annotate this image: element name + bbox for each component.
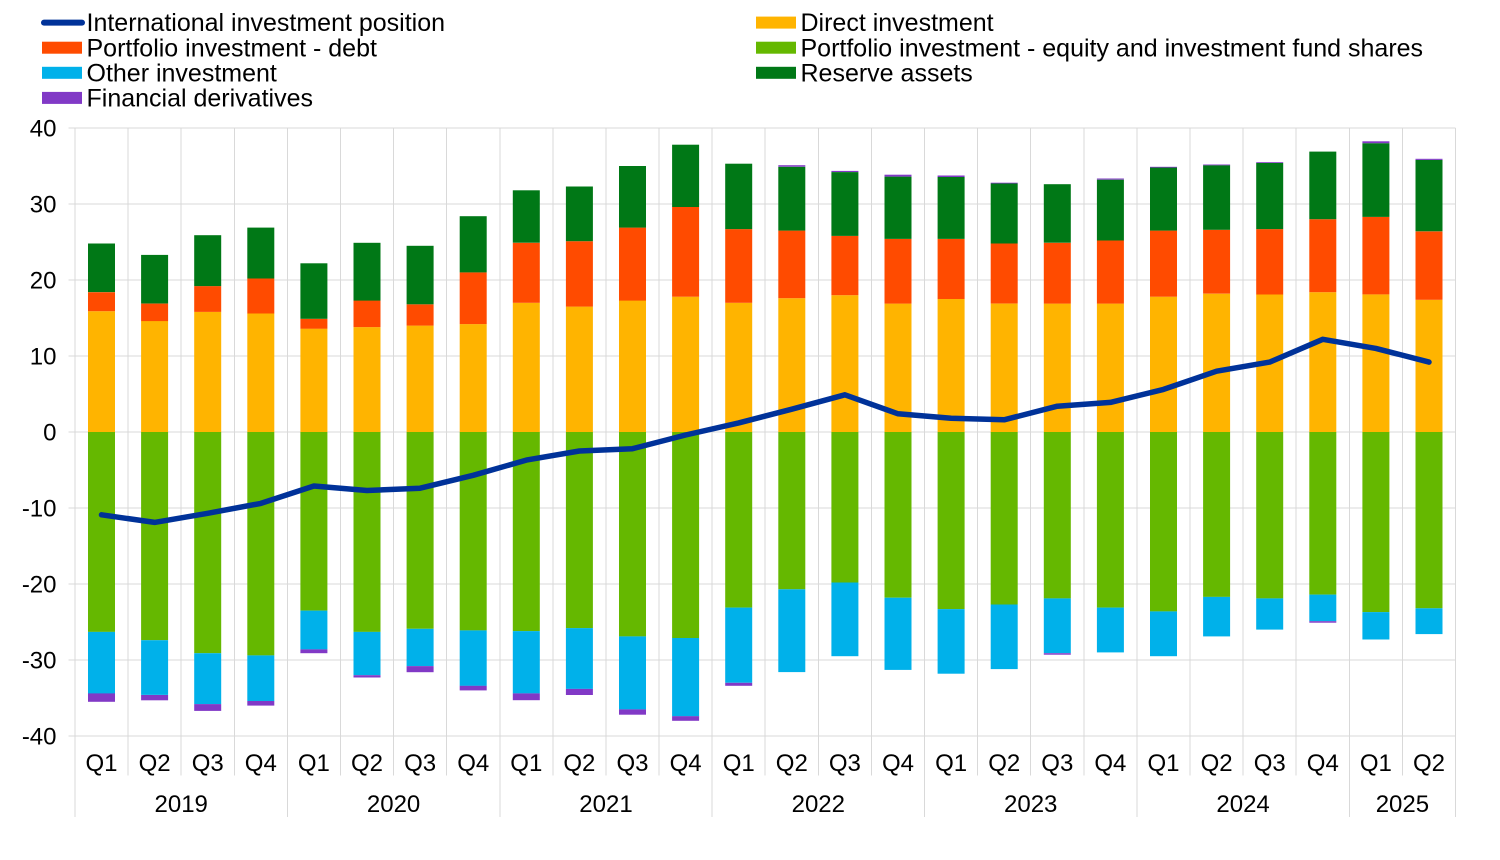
svg-text:Q3: Q3 — [192, 750, 224, 777]
svg-text:Q1: Q1 — [510, 750, 542, 777]
svg-text:Q2: Q2 — [1413, 750, 1445, 777]
svg-text:-20: -20 — [22, 571, 57, 598]
svg-text:-40: -40 — [22, 723, 57, 750]
svg-text:Q1: Q1 — [935, 750, 967, 777]
svg-text:Q4: Q4 — [1307, 750, 1339, 777]
svg-text:30: 30 — [30, 191, 57, 218]
svg-text:Q2: Q2 — [988, 750, 1020, 777]
svg-text:0: 0 — [43, 419, 56, 446]
svg-text:Q2: Q2 — [776, 750, 808, 777]
svg-text:Q2: Q2 — [563, 750, 595, 777]
svg-text:2019: 2019 — [155, 791, 208, 818]
svg-text:Q3: Q3 — [1041, 750, 1073, 777]
svg-text:Q3: Q3 — [616, 750, 648, 777]
svg-text:2023: 2023 — [1004, 791, 1057, 818]
svg-text:Q2: Q2 — [1201, 750, 1233, 777]
svg-text:Q1: Q1 — [85, 750, 117, 777]
svg-text:-10: -10 — [22, 495, 57, 522]
svg-text:Q4: Q4 — [1094, 750, 1126, 777]
svg-text:2020: 2020 — [367, 791, 420, 818]
svg-text:2024: 2024 — [1216, 791, 1269, 818]
svg-text:20: 20 — [30, 267, 57, 294]
svg-text:2021: 2021 — [579, 791, 632, 818]
svg-text:-30: -30 — [22, 647, 57, 674]
svg-text:International investment posit: International investment position — [87, 9, 446, 37]
svg-text:Q2: Q2 — [139, 750, 171, 777]
svg-text:Q3: Q3 — [404, 750, 436, 777]
svg-text:Portfolio investment - debt: Portfolio investment - debt — [87, 34, 377, 62]
svg-text:Other investment: Other investment — [87, 59, 277, 87]
svg-text:10: 10 — [30, 343, 57, 370]
svg-text:2022: 2022 — [792, 791, 845, 818]
svg-text:Reserve assets: Reserve assets — [801, 59, 973, 87]
svg-text:Q3: Q3 — [829, 750, 861, 777]
svg-text:Q2: Q2 — [351, 750, 383, 777]
svg-text:Q4: Q4 — [457, 750, 489, 777]
svg-text:Q4: Q4 — [670, 750, 702, 777]
svg-text:Q1: Q1 — [1360, 750, 1392, 777]
svg-text:Q1: Q1 — [298, 750, 330, 777]
svg-text:Q4: Q4 — [882, 750, 914, 777]
svg-text:Q1: Q1 — [1147, 750, 1179, 777]
svg-text:Q4: Q4 — [245, 750, 277, 777]
svg-text:Q1: Q1 — [723, 750, 755, 777]
svg-text:Q3: Q3 — [1254, 750, 1286, 777]
svg-text:Portfolio investment - equity: Portfolio investment - equity and invest… — [801, 34, 1424, 62]
svg-text:Direct investment: Direct investment — [801, 9, 994, 37]
svg-text:2025: 2025 — [1376, 791, 1429, 818]
svg-text:Financial derivatives: Financial derivatives — [87, 85, 314, 113]
svg-text:40: 40 — [30, 115, 57, 142]
